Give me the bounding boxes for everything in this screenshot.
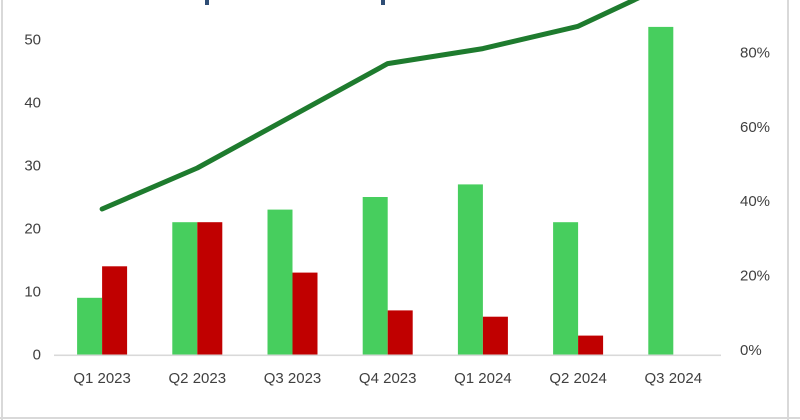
left-axis-tick-label: 0: [33, 347, 41, 364]
x-axis-category-label: Q2 2024: [549, 370, 607, 387]
right-axis-tick-label: 60%: [740, 119, 770, 136]
x-axis-category-label: Q1 2024: [454, 370, 512, 387]
right-axis-tick-label: 20%: [740, 268, 770, 285]
clipped-title-fragment: [205, 0, 209, 5]
x-axis-category-label: Q1 2023: [73, 370, 131, 387]
x-axis-line: [54, 354, 721, 357]
left-axis-tick-label: 50: [24, 32, 41, 49]
x-axis-category-label: Q3 2023: [264, 370, 322, 387]
x-axis-category-label: Q2 2023: [169, 370, 227, 387]
right-axis-tick-label: 0%: [740, 342, 762, 359]
right-axis-tick-label: 80%: [740, 44, 770, 61]
green-bar-q2-2024: [553, 222, 579, 355]
x-axis-category-label: Q4 2023: [359, 370, 417, 387]
red-bar-q1-2024: [482, 316, 508, 355]
red-bar-q2-2024: [578, 335, 604, 355]
clipped-title-fragment: [381, 0, 385, 5]
green-bar-q3-2024: [648, 26, 674, 355]
left-axis-tick-label: 40: [24, 95, 41, 112]
green-bar-q1-2024: [457, 184, 483, 355]
x-axis-category-label: Q3 2024: [645, 370, 703, 387]
right-axis-tick-label: 40%: [740, 193, 770, 210]
left-axis-tick-label: 30: [24, 158, 41, 175]
red-bar-q3-2023: [292, 272, 318, 355]
left-axis-tick-label: 10: [24, 284, 41, 301]
chart-frame-border-right: [787, 0, 789, 420]
trend-line: [99, 0, 640, 212]
green-bar-q2-2023: [172, 222, 198, 355]
green-bar-q4-2023: [362, 197, 388, 355]
left-axis-tick-label: 20: [24, 221, 41, 238]
red-bar-q4-2023: [387, 310, 413, 355]
chart-frame-border-left: [1, 0, 3, 420]
red-bar-q1-2023: [102, 266, 128, 355]
green-bar-q3-2023: [267, 209, 293, 355]
chart-frame-border-bottom: [0, 417, 800, 419]
red-bar-q2-2023: [197, 222, 223, 355]
green-bar-q1-2023: [77, 297, 103, 355]
